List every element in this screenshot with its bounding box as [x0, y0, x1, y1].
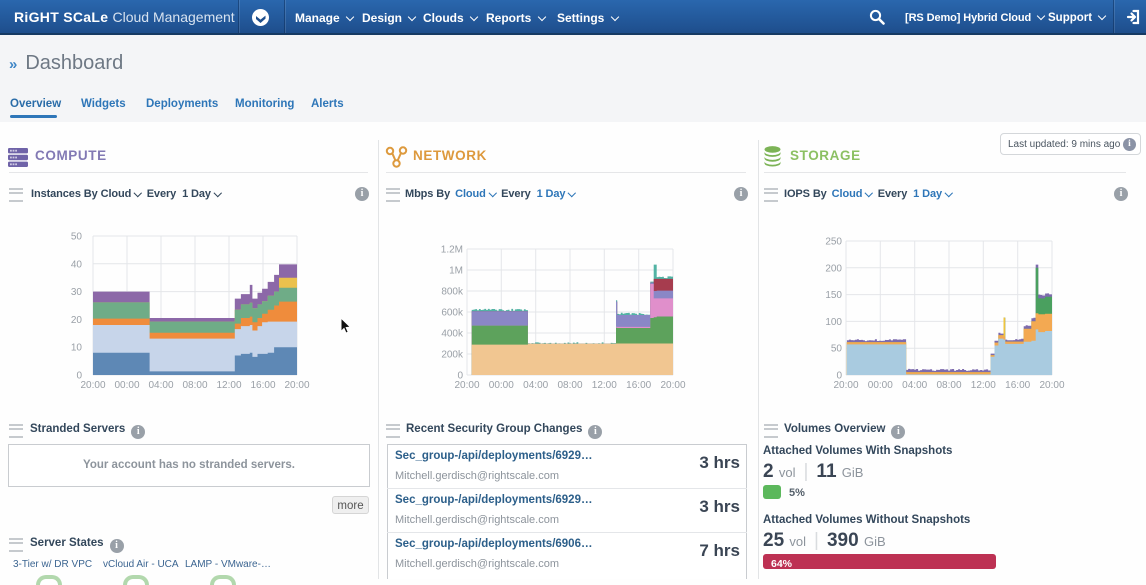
- svg-text:08:00: 08:00: [557, 380, 582, 391]
- svg-text:200k: 200k: [441, 350, 464, 361]
- svg-text:00:00: 00:00: [868, 380, 893, 391]
- svg-text:0: 0: [457, 371, 463, 382]
- svg-text:250: 250: [825, 237, 842, 248]
- svg-text:08:00: 08:00: [182, 380, 207, 391]
- svg-text:400k: 400k: [441, 329, 464, 340]
- svg-text:04:00: 04:00: [148, 380, 173, 391]
- svg-text:20: 20: [71, 315, 83, 326]
- svg-text:12:00: 12:00: [592, 380, 617, 391]
- svg-text:20:00: 20:00: [1039, 380, 1064, 391]
- svg-text:50: 50: [831, 344, 843, 355]
- svg-text:04:00: 04:00: [902, 380, 927, 391]
- svg-text:150: 150: [825, 290, 842, 301]
- svg-text:04:00: 04:00: [523, 380, 548, 391]
- svg-text:16:00: 16:00: [626, 380, 651, 391]
- svg-text:20:00: 20:00: [80, 380, 105, 391]
- svg-text:40: 40: [71, 259, 83, 270]
- svg-text:0: 0: [836, 371, 842, 382]
- svg-text:1.2M: 1.2M: [441, 245, 463, 256]
- svg-text:12:00: 12:00: [216, 380, 241, 391]
- svg-text:200: 200: [825, 263, 842, 274]
- svg-text:20:00: 20:00: [660, 380, 685, 391]
- svg-text:20:00: 20:00: [454, 380, 479, 391]
- svg-text:00:00: 00:00: [114, 380, 139, 391]
- svg-text:20:00: 20:00: [284, 380, 309, 391]
- svg-text:100: 100: [825, 317, 842, 328]
- svg-text:12:00: 12:00: [971, 380, 996, 391]
- svg-text:20:00: 20:00: [833, 380, 858, 391]
- svg-text:600k: 600k: [441, 308, 464, 319]
- svg-text:16:00: 16:00: [1005, 380, 1030, 391]
- svg-text:00:00: 00:00: [489, 380, 514, 391]
- svg-text:16:00: 16:00: [250, 380, 275, 391]
- svg-text:08:00: 08:00: [936, 380, 961, 391]
- svg-text:30: 30: [71, 287, 83, 298]
- svg-text:10: 10: [71, 343, 83, 354]
- svg-text:0: 0: [76, 371, 82, 382]
- svg-text:50: 50: [71, 232, 83, 243]
- svg-text:800k: 800k: [441, 287, 464, 298]
- svg-text:1M: 1M: [449, 266, 463, 277]
